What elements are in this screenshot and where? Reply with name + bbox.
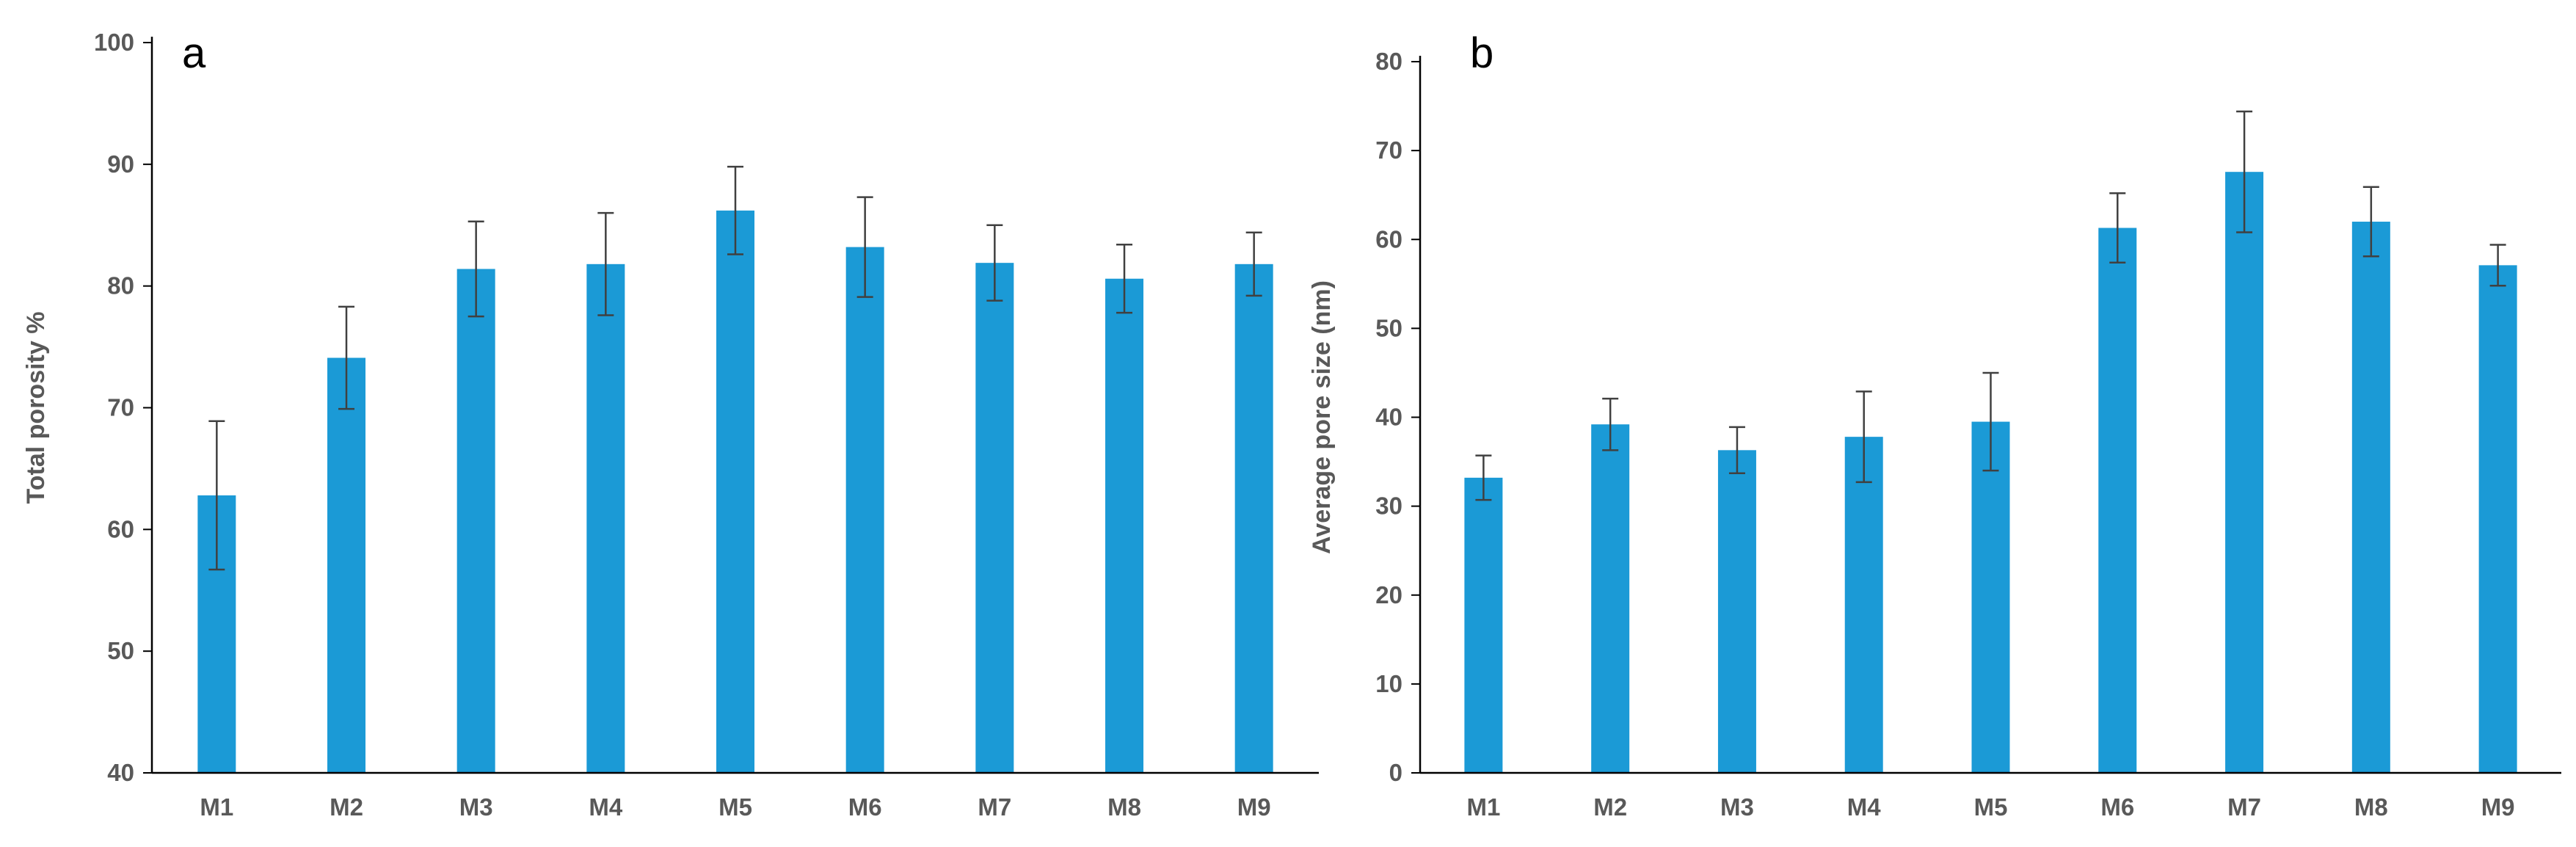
panel-b-bar-M3 xyxy=(1717,450,1756,773)
panel-a-y-tick-label: 100 xyxy=(94,29,134,56)
panel-a-bar-M9 xyxy=(1234,263,1273,774)
panel-a-bar-M8 xyxy=(1105,278,1143,773)
panel-a-bar-M5 xyxy=(716,210,754,774)
panel-b-x-tick-label-M9: M9 xyxy=(2481,793,2515,821)
panel-b-x-tick-label-M2: M2 xyxy=(1593,793,1627,821)
panel-b-bar-M5 xyxy=(1971,421,2010,773)
panel-a-bar-M6 xyxy=(845,247,884,774)
panel-a-x-tick-label-M4: M4 xyxy=(589,793,622,821)
panel-a-x-tick-label-M3: M3 xyxy=(459,793,493,821)
panel-a-y-axis-title: Total porosity % xyxy=(22,312,50,504)
panel-b-x-tick-label-M1: M1 xyxy=(1466,793,1500,821)
panel-b-bar-M4 xyxy=(1844,437,1883,773)
panel-a-y-tick-label: 90 xyxy=(107,150,134,178)
panel-a-x-tick-label-M9: M9 xyxy=(1237,793,1271,821)
panel-a-panel-letter: a xyxy=(182,29,206,77)
panel-b-y-axis-title: Average pore size (nm) xyxy=(1308,280,1336,554)
panel-b-x-tick-label-M7: M7 xyxy=(2227,793,2261,821)
panel-b-y-tick-label: 80 xyxy=(1375,48,1402,75)
panel-b-y-tick-label: 10 xyxy=(1375,670,1402,697)
panel-b-x-tick-label-M3: M3 xyxy=(1720,793,1754,821)
panel-b-y-tick-label: 30 xyxy=(1375,492,1402,520)
panel-a-bar-M7 xyxy=(975,263,1014,773)
chart-panel-b: 0 10 20 30 40 50 60 70 80 M1 M2 M3 M4 M5 M6 M7 M8 M9 Avera… xyxy=(1308,29,2561,821)
panel-b-bar-M9 xyxy=(2478,265,2517,774)
panel-b-x-tick-label-M5: M5 xyxy=(1974,793,2008,821)
panel-b-bar-M1 xyxy=(1464,477,1503,773)
panel-b-y-tick-label: 70 xyxy=(1375,137,1402,164)
panel-b-y-tick-label: 0 xyxy=(1389,759,1402,786)
panel-b-y-tick-label: 20 xyxy=(1375,581,1402,608)
panel-a-x-tick-label-M8: M8 xyxy=(1107,793,1141,821)
chart-panel-a: 40 50 60 70 80 90 100 M1 M2 M3 M4 M5 M6 M7 M8 M9 Total p… xyxy=(22,29,1319,821)
panel-a-x-tick-label-M1: M1 xyxy=(200,793,233,821)
panel-a-y-tick-label: 60 xyxy=(107,515,134,542)
panel-a-bar-M3 xyxy=(456,269,495,773)
panel-a-y-tick-label: 50 xyxy=(107,637,134,664)
panel-a-x-tick-label-M7: M7 xyxy=(978,793,1011,821)
panel-b-x-tick-label-M8: M8 xyxy=(2354,793,2388,821)
panel-b-x-tick-label-M4: M4 xyxy=(1847,793,1881,821)
panel-a-x-tick-label-M5: M5 xyxy=(718,793,752,821)
panel-b-x-tick-label-M6: M6 xyxy=(2100,793,2134,821)
panel-a-y-tick-label: 70 xyxy=(107,394,134,421)
panel-b-bar-M6 xyxy=(2098,228,2137,773)
panel-b-bar-M7 xyxy=(2225,172,2264,773)
panel-b-bar-M2 xyxy=(1591,424,1630,773)
panel-a-y-tick-label: 40 xyxy=(107,759,134,786)
panel-a-y-tick-label: 80 xyxy=(107,272,134,299)
panel-b-panel-letter: b xyxy=(1470,29,1493,77)
panel-a-x-tick-label-M2: M2 xyxy=(330,793,363,821)
panel-b-bar-M8 xyxy=(2351,222,2390,773)
panel-b-y-tick-label: 40 xyxy=(1375,404,1402,431)
panel-b-y-tick-label: 60 xyxy=(1375,225,1402,252)
panel-a-bar-M2 xyxy=(327,357,365,774)
panel-a-bar-M4 xyxy=(586,263,625,774)
panel-b-y-tick-label: 50 xyxy=(1375,314,1402,341)
panel-a-x-tick-label-M6: M6 xyxy=(848,793,882,821)
